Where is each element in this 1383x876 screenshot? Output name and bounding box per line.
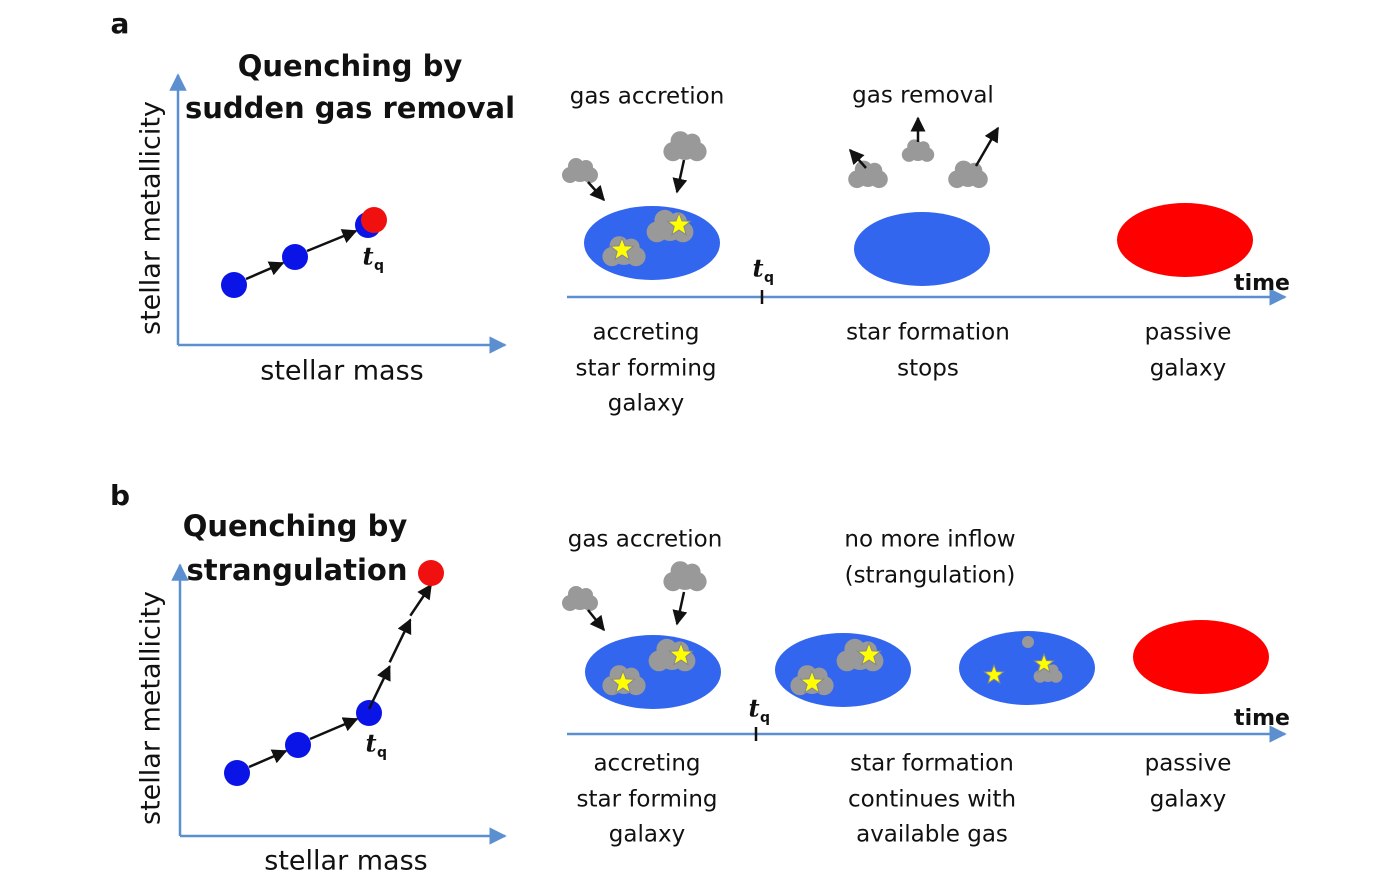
stage-label: continues with [848, 787, 1016, 813]
stage-label: galaxy [1150, 356, 1226, 382]
annotation: no more inflow [844, 527, 1015, 553]
star [983, 663, 1005, 685]
t-subscript: q [377, 745, 387, 761]
stage-label: star formation [850, 751, 1014, 777]
x-axis-label: stellar mass [260, 356, 423, 387]
gas-cloud [562, 586, 598, 611]
cloud-puff [579, 588, 593, 602]
y-axis-label: stellar metallicity [136, 101, 167, 335]
stage-label: star forming [575, 356, 716, 382]
stage-label: star formation [846, 320, 1010, 346]
arrow [974, 126, 1000, 167]
stage-label: star forming [576, 787, 717, 813]
star [668, 641, 694, 666]
arrow [388, 618, 412, 663]
t-symbol: t [365, 729, 376, 758]
annotation: gas removal [852, 83, 994, 109]
red-point [361, 207, 387, 233]
cloud-puff [579, 160, 593, 174]
cloud-puff [917, 141, 930, 154]
panel-title: sudden gas removal [185, 91, 515, 125]
arrow [309, 717, 359, 741]
star [610, 669, 636, 694]
star [1033, 652, 1055, 674]
annotation: gas accretion [570, 84, 725, 110]
arrow [849, 148, 867, 169]
stage-label: available gas [856, 822, 1008, 848]
star-forming-galaxy [585, 635, 721, 709]
cloud-puff [966, 162, 983, 179]
passive-galaxy [1133, 620, 1269, 694]
arrow [672, 159, 688, 194]
x-axis-label: stellar mass [264, 846, 427, 876]
blue-point [282, 244, 308, 270]
gas-cloud [1033, 662, 1063, 683]
arrow [245, 261, 285, 281]
stage-label: accreting [593, 751, 700, 777]
y-axis-label: stellar metallicity [136, 591, 167, 825]
cloud-puff [683, 563, 701, 581]
passive-galaxy [1117, 203, 1253, 277]
annotation: (strangulation) [845, 563, 1016, 589]
blue-point [285, 732, 311, 758]
t-symbol: t [752, 254, 763, 283]
arrow [306, 229, 358, 253]
gas-cloud [948, 160, 988, 189]
gas-cloud [663, 131, 707, 162]
stage-label: passive [1145, 320, 1232, 346]
arrow [409, 583, 433, 617]
blue-point [356, 700, 382, 726]
arrow [587, 181, 605, 202]
t-subscript: q [764, 270, 774, 286]
gas-cloud [848, 160, 888, 189]
panel-title: Quenching by [238, 49, 463, 83]
stage-label: galaxy [1150, 787, 1226, 813]
panel-label: a [111, 7, 130, 40]
cloud-puff [866, 162, 883, 179]
star [799, 669, 825, 694]
blue-point [224, 760, 250, 786]
t-subscript: q [374, 258, 384, 274]
time-label: time [1234, 706, 1290, 731]
cloud-puff [1047, 664, 1059, 676]
star-forming-galaxy [959, 631, 1095, 705]
panel-title: Quenching by [183, 509, 408, 543]
t-subscript: q [760, 710, 770, 726]
star [609, 236, 635, 261]
cloud-puff [683, 133, 701, 151]
t-symbol: t [748, 694, 759, 723]
arrow [367, 664, 391, 710]
gas-cloud [562, 158, 598, 183]
star [666, 211, 692, 236]
gas-cloud [901, 139, 935, 162]
t-symbol: t [362, 242, 373, 271]
panel-label: b [110, 479, 130, 512]
stage-label: galaxy [609, 822, 685, 848]
arrow [248, 749, 288, 769]
annotation: gas accretion [568, 527, 723, 553]
arrow [587, 609, 605, 632]
time-label: time [1234, 271, 1290, 296]
star-forming-galaxy [584, 206, 720, 280]
stage-label: galaxy [608, 391, 684, 417]
red-point [418, 560, 444, 586]
star [856, 641, 882, 666]
gas-cloud [1022, 636, 1034, 648]
gas-cloud [663, 561, 707, 592]
stage-label: stops [897, 356, 959, 382]
stage-label: accreting [592, 320, 699, 346]
panel-title: strangulation [187, 553, 408, 587]
arrow [672, 591, 688, 626]
star-forming-galaxy [854, 212, 990, 286]
blue-point [221, 272, 247, 298]
stage-label: passive [1145, 751, 1232, 777]
